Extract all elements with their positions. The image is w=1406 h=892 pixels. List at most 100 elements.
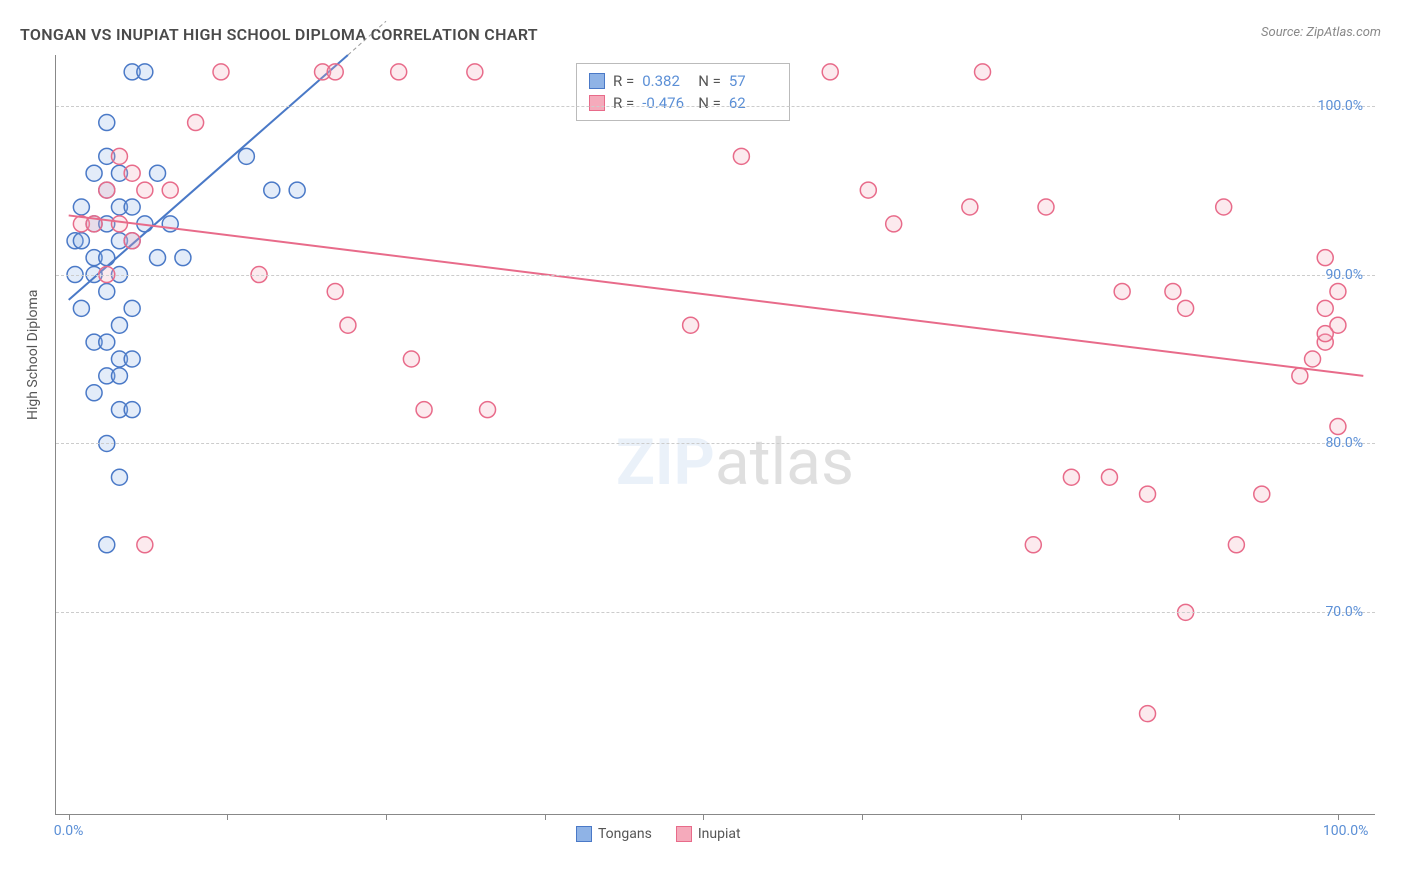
n-value: 62 — [729, 94, 777, 112]
gridline — [56, 612, 1375, 613]
data-point — [1140, 706, 1156, 722]
data-point — [391, 64, 407, 80]
data-point — [480, 402, 496, 418]
data-point — [124, 233, 140, 249]
scatter-plot-svg — [56, 55, 1375, 814]
data-point — [162, 182, 178, 198]
data-point — [1025, 537, 1041, 553]
data-point — [416, 402, 432, 418]
y-tick-label: 80.0% — [1325, 435, 1363, 451]
data-point — [1101, 469, 1117, 485]
source-attribution: Source: ZipAtlas.com — [1261, 25, 1381, 40]
data-point — [860, 182, 876, 198]
data-point — [86, 165, 102, 181]
legend-swatch — [676, 826, 692, 842]
r-value: -0.476 — [642, 94, 690, 112]
data-point — [1140, 486, 1156, 502]
data-point — [99, 250, 115, 266]
data-point — [124, 199, 140, 215]
data-point — [1330, 283, 1346, 299]
data-point — [467, 64, 483, 80]
data-point — [111, 317, 127, 333]
data-point — [150, 250, 166, 266]
y-tick-label: 70.0% — [1325, 604, 1363, 620]
data-point — [1317, 326, 1333, 342]
data-point — [86, 385, 102, 401]
data-point — [1228, 537, 1244, 553]
data-point — [150, 165, 166, 181]
r-value: 0.382 — [642, 72, 690, 90]
data-point — [340, 317, 356, 333]
stats-row: R = -0.476 N = 62 — [589, 92, 777, 114]
x-tick — [545, 814, 546, 820]
data-point — [73, 233, 89, 249]
data-point — [683, 317, 699, 333]
correlation-stats-box: R = 0.382 N = 57 R = -0.476 N = 62 — [576, 63, 790, 121]
data-point — [327, 283, 343, 299]
x-tick — [1179, 814, 1180, 820]
data-point — [264, 182, 280, 198]
series-swatch — [589, 95, 605, 111]
x-tick — [1021, 814, 1022, 820]
gridline — [56, 275, 1375, 276]
data-point — [1330, 419, 1346, 435]
legend-item: Tongans — [576, 826, 652, 842]
data-point — [1317, 300, 1333, 316]
legend-label: Tongans — [598, 826, 652, 842]
gridline — [56, 106, 1375, 107]
y-axis-label: High School Diploma — [25, 290, 41, 420]
data-point — [111, 368, 127, 384]
data-point — [1254, 486, 1270, 502]
data-point — [1038, 199, 1054, 215]
legend-label: Inupiat — [698, 826, 741, 842]
data-point — [99, 283, 115, 299]
chart-plot-area: R =0.382N =57R =-0.476N =62 ZIPatlas Ton… — [55, 55, 1375, 815]
data-point — [73, 199, 89, 215]
x-tick — [227, 814, 228, 820]
data-point — [962, 199, 978, 215]
data-point — [289, 182, 305, 198]
data-point — [822, 64, 838, 80]
r-label: R = — [613, 94, 634, 112]
x-tick — [703, 814, 704, 820]
x-tick — [1338, 814, 1339, 820]
n-label: N = — [698, 72, 721, 90]
gridline — [56, 443, 1375, 444]
data-point — [975, 64, 991, 80]
x-tick — [386, 814, 387, 820]
data-point — [1165, 283, 1181, 299]
n-value: 57 — [729, 72, 777, 90]
data-point — [1114, 283, 1130, 299]
data-point — [1063, 469, 1079, 485]
data-point — [1292, 368, 1308, 384]
data-point — [124, 165, 140, 181]
data-point — [733, 148, 749, 164]
data-point — [99, 182, 115, 198]
data-point — [137, 64, 153, 80]
chart-title: TONGAN VS INUPIAT HIGH SCHOOL DIPLOMA CO… — [20, 25, 538, 44]
x-tick — [69, 814, 70, 820]
stats-row: R = 0.382 N = 57 — [589, 70, 777, 92]
data-point — [188, 115, 204, 131]
data-point — [124, 351, 140, 367]
r-label: R = — [613, 72, 634, 90]
legend-item: Inupiat — [676, 826, 741, 842]
data-point — [213, 64, 229, 80]
data-point — [124, 300, 140, 316]
data-point — [111, 148, 127, 164]
n-label: N = — [698, 94, 721, 112]
data-point — [99, 115, 115, 131]
data-point — [1317, 250, 1333, 266]
data-point — [99, 334, 115, 350]
data-point — [403, 351, 419, 367]
x-tick — [862, 814, 863, 820]
data-point — [111, 216, 127, 232]
x-tick-label: 0.0% — [54, 823, 84, 839]
data-point — [175, 250, 191, 266]
data-point — [99, 537, 115, 553]
data-point — [1305, 351, 1321, 367]
data-point — [1178, 300, 1194, 316]
data-point — [111, 469, 127, 485]
trend-line — [69, 55, 348, 300]
legend: Tongans Inupiat — [576, 826, 741, 842]
